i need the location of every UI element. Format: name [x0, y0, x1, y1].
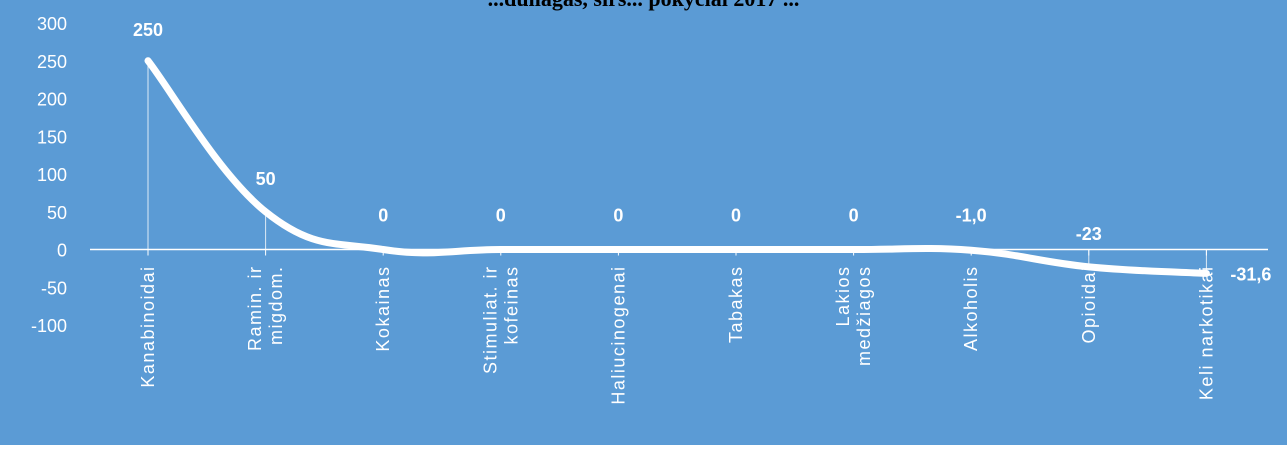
data-label: 0 [378, 206, 388, 226]
data-label: 0 [613, 206, 623, 226]
data-label: 250 [133, 20, 163, 40]
data-labels: 250 50 0 0 0 0 0 -1,0 -23 -31,6 [133, 20, 1271, 285]
y-tick-label: -100 [31, 316, 67, 336]
x-tick-label: Kanabinoidai [138, 266, 158, 388]
y-tick-label: 250 [37, 52, 67, 72]
y-tick-label: 300 [37, 14, 67, 34]
x-tick-label: medžiagos [854, 266, 874, 367]
data-label: 0 [849, 206, 859, 226]
x-tick-label: kofeinas [501, 266, 521, 345]
data-label: -23 [1076, 224, 1102, 244]
x-tick-label: Kokainas [373, 266, 393, 352]
x-tick-label: Keli narkotikai [1196, 266, 1216, 401]
chart-title: ...duliagas, sirs... pokyčiai 2017 ... [0, 0, 1287, 12]
y-tick-label: 200 [37, 90, 67, 110]
series-line [144, 57, 1210, 277]
data-label: 0 [496, 206, 506, 226]
x-tick-label: Ramin. ir [245, 266, 265, 352]
y-tick-label: 150 [37, 127, 67, 147]
x-tick-label: Tabakas [726, 266, 746, 344]
x-tick-label: Opioidai [1079, 266, 1099, 344]
x-tick-label: Stimuliat. ir [480, 266, 500, 375]
y-tick-label: 0 [57, 241, 67, 261]
y-tick-label: 100 [37, 165, 67, 185]
x-tick-label: Lakios [833, 266, 853, 327]
data-label: -1,0 [956, 206, 987, 226]
x-axis-labels: Kanabinoidai Ramin. ir migdom. Kokainas Stim… [138, 265, 1216, 404]
y-tick-label: 50 [47, 203, 67, 223]
x-tick-label: migdom. [266, 266, 286, 346]
data-label: 50 [256, 169, 276, 189]
data-label: 0 [731, 206, 741, 226]
y-axis: 300 250 200 150 100 50 0 -50 -100 [31, 14, 67, 336]
x-tick-label: Haliucinogenai [608, 266, 628, 405]
data-label: -31,6 [1230, 264, 1271, 284]
x-tick-label: Alkoholis [961, 265, 981, 351]
y-tick-label: -50 [41, 278, 67, 298]
